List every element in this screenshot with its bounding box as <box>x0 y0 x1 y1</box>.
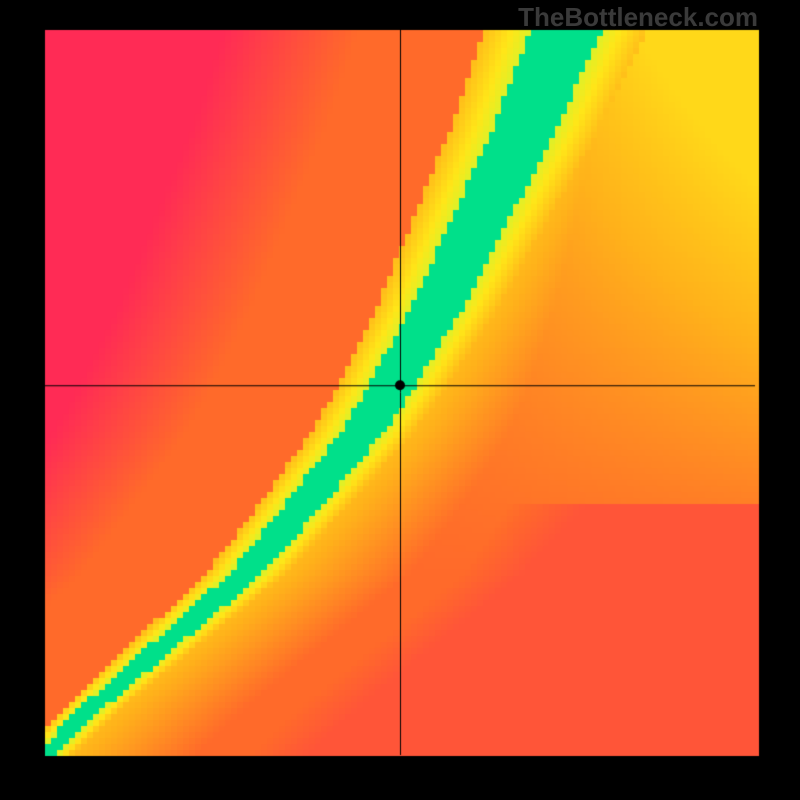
watermark-text: TheBottleneck.com <box>518 2 758 33</box>
heatmap-canvas <box>0 0 800 800</box>
chart-container: TheBottleneck.com <box>0 0 800 800</box>
